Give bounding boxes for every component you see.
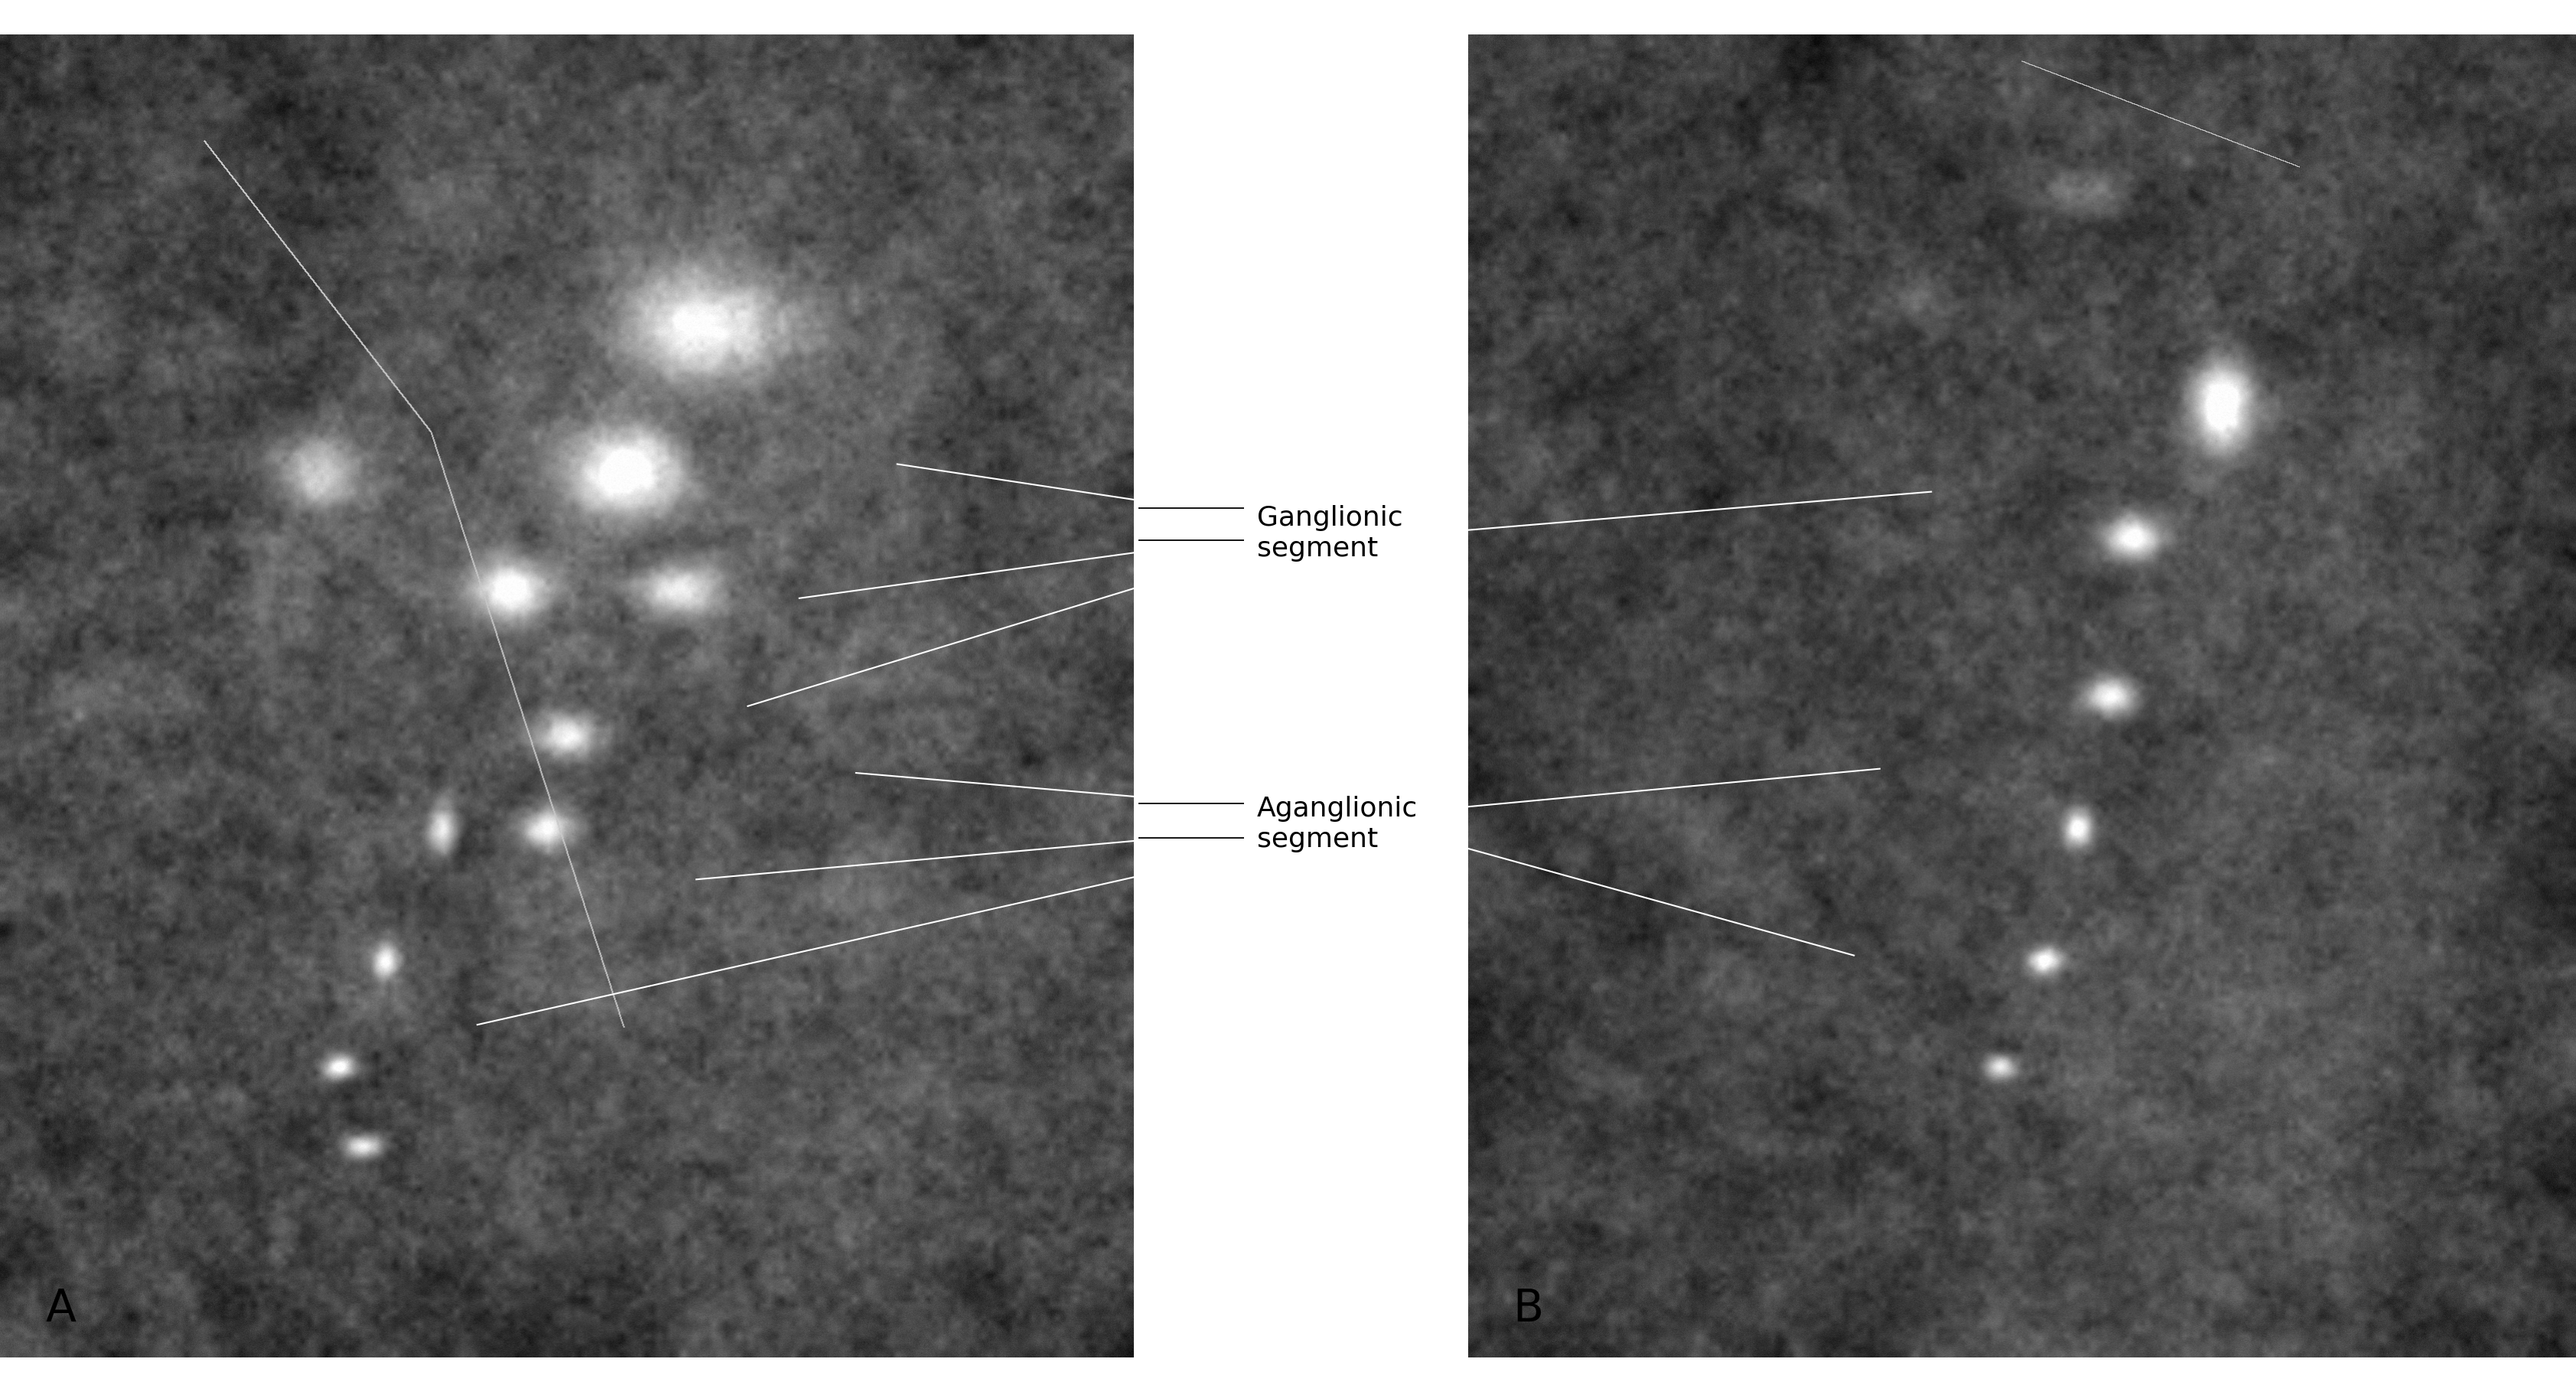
Text: B: B (1512, 1287, 1543, 1331)
Text: A: A (46, 1287, 75, 1331)
Text: Aganglionic
segment: Aganglionic segment (1257, 796, 1417, 852)
Text: Ganglionic
segment: Ganglionic segment (1257, 506, 1404, 561)
